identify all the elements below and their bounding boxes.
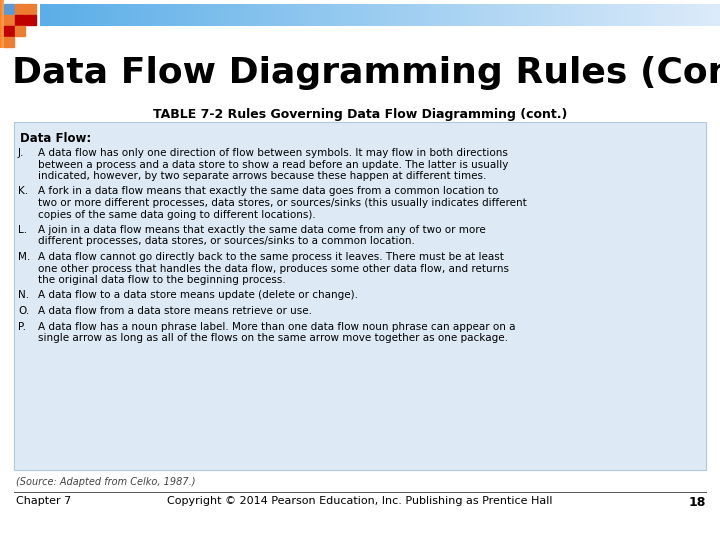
Text: single arrow as long as all of the flows on the same arrow move together as one : single arrow as long as all of the flows… [38, 333, 508, 343]
Bar [15, 4, 25, 14]
Text: A data flow cannot go directly back to the same process it leaves. There must be: A data flow cannot go directly back to t… [38, 252, 504, 262]
Bar [4, 26, 14, 36]
Text: Data Flow Diagramming Rules (Cont.): Data Flow Diagramming Rules (Cont.) [12, 56, 720, 90]
Text: 18: 18 [688, 496, 706, 509]
Text: A data flow has a noun phrase label. More than one data flow noun phrase can app: A data flow has a noun phrase label. Mor… [38, 321, 516, 332]
Text: A data flow has only one direction of flow between symbols. It may flow in both : A data flow has only one direction of fl… [38, 148, 508, 158]
Bar [15, 15, 25, 25]
Text: K.: K. [18, 186, 28, 197]
Bar [26, 4, 36, 14]
Text: different processes, data stores, or sources/sinks to a common location.: different processes, data stores, or sou… [38, 237, 415, 246]
Text: the original data flow to the beginning process.: the original data flow to the beginning … [38, 275, 286, 285]
Text: L.: L. [18, 225, 27, 235]
Bar [14, 122, 706, 470]
Text: M.: M. [18, 252, 30, 262]
Text: J.: J. [18, 148, 24, 158]
Bar [4, 15, 14, 25]
Text: A data flow from a data store means retrieve or use.: A data flow from a data store means retr… [38, 306, 312, 316]
Bar [4, 37, 14, 47]
Text: A join in a data flow means that exactly the same data come from any of two or m: A join in a data flow means that exactly… [38, 225, 486, 235]
Text: copies of the same data going to different locations).: copies of the same data going to differe… [38, 210, 316, 219]
Text: between a process and a data store to show a read before an update. The latter i: between a process and a data store to sh… [38, 159, 508, 170]
Text: A data flow to a data store means update (delete or change).: A data flow to a data store means update… [38, 291, 358, 300]
Text: A fork in a data flow means that exactly the same data goes from a common locati: A fork in a data flow means that exactly… [38, 186, 498, 197]
Text: O.: O. [18, 306, 30, 316]
Text: Chapter 7: Chapter 7 [16, 496, 71, 506]
Text: N.: N. [18, 291, 29, 300]
Text: TABLE 7-2 Rules Governing Data Flow Diagramming (cont.): TABLE 7-2 Rules Governing Data Flow Diag… [153, 108, 567, 121]
Text: P.: P. [18, 321, 26, 332]
Bar [15, 26, 25, 36]
Text: Copyright © 2014 Pearson Education, Inc. Publishing as Prentice Hall: Copyright © 2014 Pearson Education, Inc.… [167, 496, 553, 506]
Text: one other process that handles the data flow, produces some other data flow, and: one other process that handles the data … [38, 264, 509, 273]
Text: two or more different processes, data stores, or sources/sinks (this usually ind: two or more different processes, data st… [38, 198, 527, 208]
Bar [4, 4, 14, 14]
Text: (Source: Adapted from Celko, 1987.): (Source: Adapted from Celko, 1987.) [16, 477, 196, 487]
Text: Data Flow:: Data Flow: [20, 132, 91, 145]
Bar [26, 15, 36, 25]
Text: indicated, however, by two separate arrows because these happen at different tim: indicated, however, by two separate arro… [38, 171, 487, 181]
